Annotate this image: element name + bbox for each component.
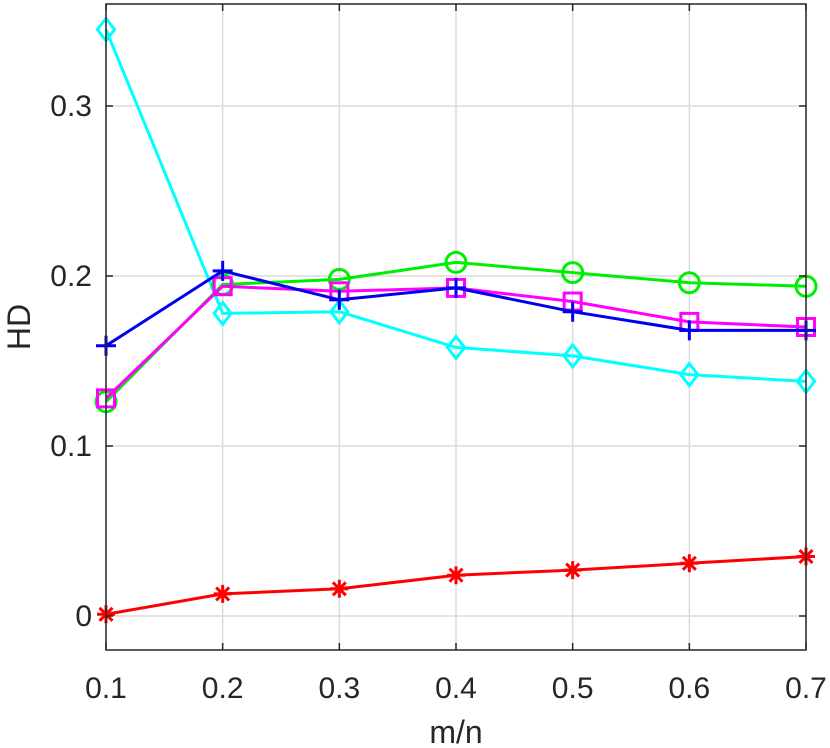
data-point	[680, 554, 699, 573]
data-point	[329, 289, 350, 310]
data-point	[213, 584, 232, 603]
data-point	[677, 271, 701, 295]
data-point	[327, 267, 351, 291]
grid	[105, 4, 807, 650]
y-tick-label: 0	[75, 600, 92, 633]
data-point	[562, 301, 583, 322]
data-point	[330, 579, 349, 598]
data-point	[444, 250, 468, 274]
data-point	[212, 299, 234, 327]
x-tick-label: 0.5	[552, 672, 594, 705]
x-tick-label: 0.6	[668, 672, 710, 705]
x-tick-label: 0.2	[202, 672, 244, 705]
data-point	[561, 261, 585, 285]
data-point	[678, 361, 700, 389]
x-tick-label: 0.4	[435, 672, 477, 705]
data-point	[562, 342, 584, 370]
x-tick-label: 0.1	[85, 672, 127, 705]
y-axis-label: HD	[1, 304, 37, 350]
tick-labels: 0.1 0.2 0.3 0.4 0.5 0.6 0.7 0 0.1 0.2 0.3	[50, 4, 827, 705]
y-tick-label: 0.2	[50, 260, 92, 293]
x-axis-label: m/n	[429, 714, 482, 748]
series-line	[104, 28, 807, 383]
data-point	[212, 260, 233, 281]
data-point	[328, 298, 350, 326]
data-point	[445, 333, 467, 361]
x-tick-label: 0.3	[318, 672, 360, 705]
data-point	[679, 320, 700, 341]
y-tick-label: 0.3	[50, 90, 92, 123]
series-line	[104, 260, 807, 403]
data-point	[446, 277, 466, 298]
data-point	[447, 566, 465, 585]
data-point	[563, 561, 582, 580]
y-tick-label: 0.1	[50, 430, 92, 463]
x-tick-label: 0.7	[785, 672, 827, 705]
